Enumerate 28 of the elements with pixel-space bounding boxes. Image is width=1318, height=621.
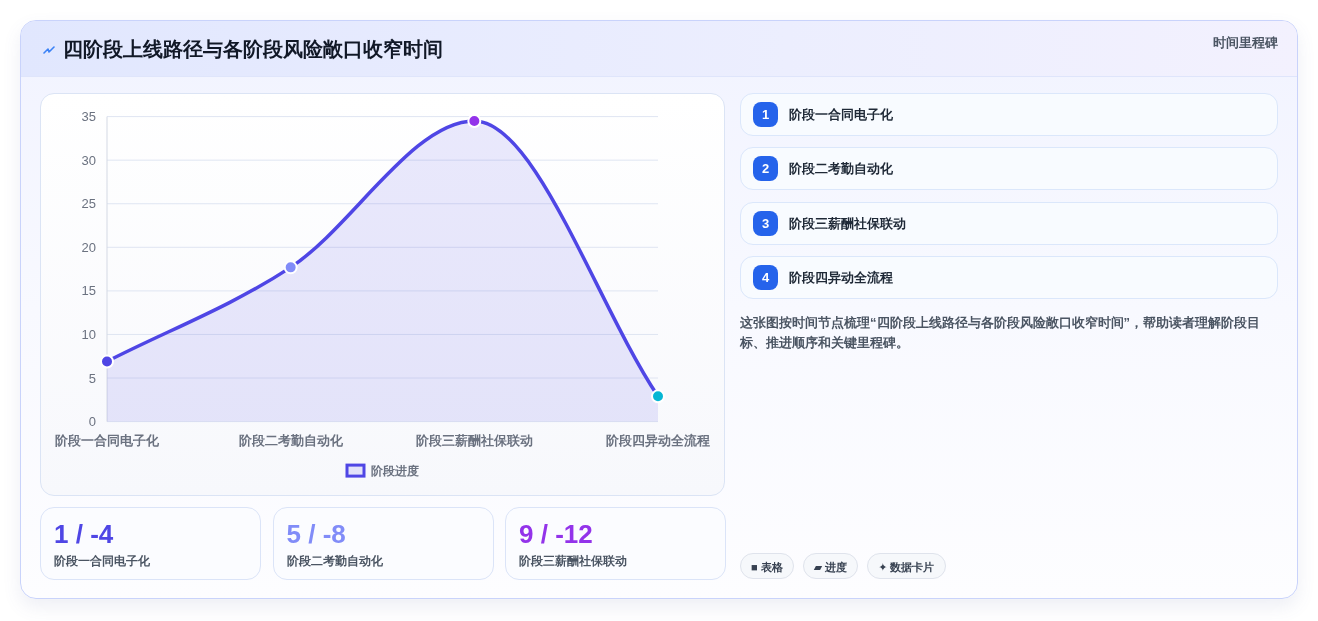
y-tick-label: 0 <box>88 414 96 430</box>
point <box>651 389 665 404</box>
chart-title: 四阶段上线路径与各阶段风险敞口收窄时间 <box>63 37 443 61</box>
x-tick-label: 阶段一合同电子化 <box>55 432 160 448</box>
stat-card: 9 / -12 阶段三薪酬社保联动 <box>505 507 726 580</box>
tag: ■ 表格 <box>740 553 794 579</box>
point <box>100 354 114 369</box>
list-item: 1 阶段一合同电子化 <box>740 93 1278 136</box>
tag: ✦ 数据卡片 <box>867 553 946 579</box>
stat-card: 5 / -8 阶段二考勤自动化 <box>272 507 494 580</box>
y-tick-label: 30 <box>81 152 96 168</box>
text: 时间里程碑 <box>1213 34 1278 52</box>
point <box>283 260 298 275</box>
y-tick-label: 10 <box>81 326 96 342</box>
x-tick-label: 阶段四异动全流程 <box>606 432 710 448</box>
y-tick-label: 15 <box>81 283 96 299</box>
x-tick-label: 阶段三薪酬社保联动 <box>415 432 533 448</box>
legend-label: 阶段进度 <box>370 464 419 479</box>
stat-card: 1 / -4 阶段一合同电子化 <box>40 507 261 580</box>
y-tick-label: 20 <box>81 239 96 255</box>
list-item: 3 阶段三薪酬社保联动 <box>740 201 1278 245</box>
description: 这张图按时间节点梳理“四阶段上线路径与各阶段风险敞口收窄时间”，帮助读者理解阶段目标、推进顺序和关键里程碑。 <box>740 313 1261 352</box>
y-tick-label: 25 <box>81 196 96 212</box>
x-tick-label: 阶段二考勤自动化 <box>238 432 344 448</box>
y-tick-label: 35 <box>81 109 96 125</box>
list-item: 4 阶段四异动全流程 <box>740 256 1278 300</box>
list-item: 2 阶段二考勤自动化 <box>740 147 1278 191</box>
y-tick-label: 5 <box>88 370 96 386</box>
